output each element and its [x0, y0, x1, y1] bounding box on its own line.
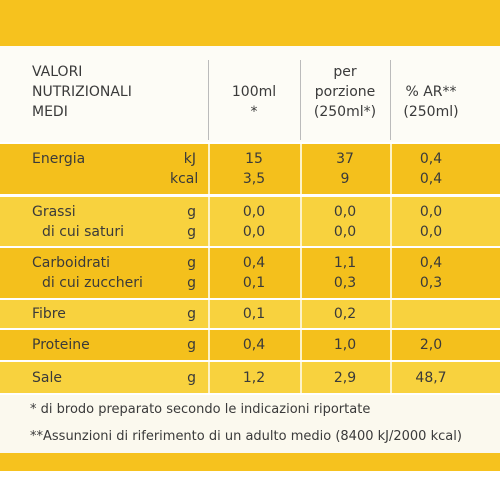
row-unit: g — [187, 275, 196, 291]
value-ar: 48,7 — [415, 369, 447, 386]
column-divider — [208, 362, 210, 393]
value-portion: 0,0 — [333, 223, 357, 240]
footnote: **Assunzioni di riferimento di un adulto… — [30, 429, 462, 444]
row-label: Carboidrati — [32, 255, 111, 271]
value-100ml: 0,0 — [242, 203, 266, 220]
header-name: NUTRIZIONALI — [32, 84, 132, 100]
header-portion: (250ml*) — [313, 104, 377, 120]
column-divider — [390, 362, 392, 393]
row-unit: g — [187, 306, 196, 322]
column-divider — [300, 60, 301, 140]
column-divider — [300, 362, 302, 393]
value-100ml: 0,4 — [242, 337, 266, 353]
row-unit: g — [187, 369, 196, 386]
header-band — [0, 46, 500, 142]
top-band — [0, 0, 500, 46]
value-ar: 2,0 — [419, 337, 443, 353]
header-portion: per — [333, 64, 357, 80]
row-bg — [0, 330, 500, 360]
header-100ml: * — [250, 104, 258, 120]
row-bg — [0, 362, 500, 393]
value-100ml: 15 — [245, 151, 263, 167]
column-divider — [208, 300, 210, 328]
header-name: MEDI — [32, 104, 68, 120]
row-bg — [0, 144, 500, 194]
value-portion: 9 — [340, 171, 350, 187]
value-100ml: 0,1 — [242, 275, 266, 291]
row-label: di cui zuccheri — [42, 275, 143, 291]
row-label: di cui saturi — [42, 223, 125, 240]
column-divider — [208, 330, 210, 360]
value-portion: 37 — [336, 151, 354, 167]
value-portion: 0,3 — [333, 275, 357, 291]
header-ar: % AR** — [405, 84, 457, 100]
value-ar: 0,3 — [419, 275, 443, 291]
column-divider — [300, 248, 302, 298]
column-divider — [390, 60, 391, 140]
value-ar: 0,4 — [419, 255, 443, 271]
row-label: Fibre — [32, 306, 66, 322]
value-100ml: 0,4 — [242, 255, 266, 271]
column-divider — [208, 248, 210, 298]
value-100ml: 3,5 — [242, 171, 266, 187]
column-divider — [300, 300, 302, 328]
column-divider — [390, 330, 392, 360]
value-portion: 0,2 — [333, 306, 357, 322]
row-bg — [0, 300, 500, 328]
row-unit: g — [187, 223, 196, 240]
row-unit: kJ — [183, 151, 196, 167]
column-divider — [208, 197, 210, 246]
footnote-band — [0, 395, 500, 453]
column-divider — [300, 330, 302, 360]
column-divider — [390, 144, 392, 194]
header-ar: (250ml) — [403, 104, 459, 120]
row-label: Grassi — [32, 203, 76, 220]
column-divider — [208, 144, 210, 194]
value-portion: 1,1 — [333, 255, 357, 271]
value-ar: 0,4 — [419, 171, 443, 187]
value-portion: 2,9 — [333, 369, 357, 386]
value-100ml: 0,0 — [242, 223, 266, 240]
row-unit: kcal — [170, 171, 199, 187]
column-divider — [390, 197, 392, 246]
row-unit: g — [187, 337, 196, 353]
row-bg — [0, 197, 500, 246]
value-100ml: 1,2 — [242, 369, 266, 386]
row-bg — [0, 248, 500, 298]
value-portion: 0,0 — [333, 203, 357, 220]
column-divider — [390, 248, 392, 298]
row-label: Sale — [32, 369, 62, 386]
row-label: Proteine — [32, 337, 90, 353]
column-divider — [208, 60, 209, 140]
header-100ml: 100ml — [231, 84, 277, 100]
column-divider — [300, 144, 302, 194]
value-ar: 0,4 — [419, 151, 443, 167]
value-100ml: 0,1 — [242, 306, 266, 322]
bottom-band — [0, 453, 500, 471]
column-divider — [300, 197, 302, 246]
value-ar: 0,0 — [419, 203, 443, 220]
value-ar: 0,0 — [419, 223, 443, 240]
column-divider — [390, 300, 392, 328]
value-portion: 1,0 — [333, 337, 357, 353]
header-portion: porzione — [314, 84, 376, 100]
footnote: * di brodo preparato secondo le indicazi… — [30, 402, 371, 417]
header-name: VALORI — [32, 64, 83, 80]
row-unit: g — [187, 203, 196, 220]
row-label: Energia — [32, 151, 86, 167]
row-unit: g — [187, 255, 196, 271]
